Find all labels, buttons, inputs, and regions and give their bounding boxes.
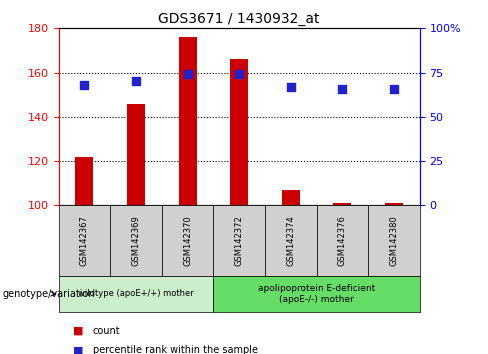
- Bar: [75, 156, 93, 205]
- Text: GSM142372: GSM142372: [235, 215, 244, 266]
- Point: [132, 79, 140, 84]
- Text: percentile rank within the sample: percentile rank within the sample: [93, 346, 258, 354]
- Point: [287, 84, 295, 90]
- Bar: [179, 37, 197, 205]
- Point: [338, 86, 346, 91]
- Bar: [230, 59, 248, 205]
- Text: ■: ■: [73, 346, 84, 354]
- Bar: [333, 203, 351, 205]
- Point: [81, 82, 88, 88]
- Text: GSM142380: GSM142380: [389, 215, 398, 266]
- Text: apolipoprotein E-deficient
(apoE-/-) mother: apolipoprotein E-deficient (apoE-/-) mot…: [258, 284, 375, 303]
- Text: GSM142376: GSM142376: [338, 215, 347, 266]
- Text: GSM142374: GSM142374: [286, 215, 295, 266]
- Text: GSM142370: GSM142370: [183, 215, 192, 266]
- Text: ■: ■: [73, 326, 84, 336]
- Point: [235, 72, 243, 77]
- Text: count: count: [93, 326, 121, 336]
- Point: [390, 86, 398, 91]
- Point: [183, 72, 191, 77]
- Text: GSM142367: GSM142367: [80, 215, 89, 266]
- Text: wildtype (apoE+/+) mother: wildtype (apoE+/+) mother: [78, 289, 194, 298]
- Title: GDS3671 / 1430932_at: GDS3671 / 1430932_at: [159, 12, 320, 26]
- Bar: [127, 104, 145, 205]
- Text: genotype/variation: genotype/variation: [2, 289, 95, 299]
- Bar: [385, 203, 403, 205]
- Bar: [282, 190, 300, 205]
- Text: GSM142369: GSM142369: [131, 215, 141, 266]
